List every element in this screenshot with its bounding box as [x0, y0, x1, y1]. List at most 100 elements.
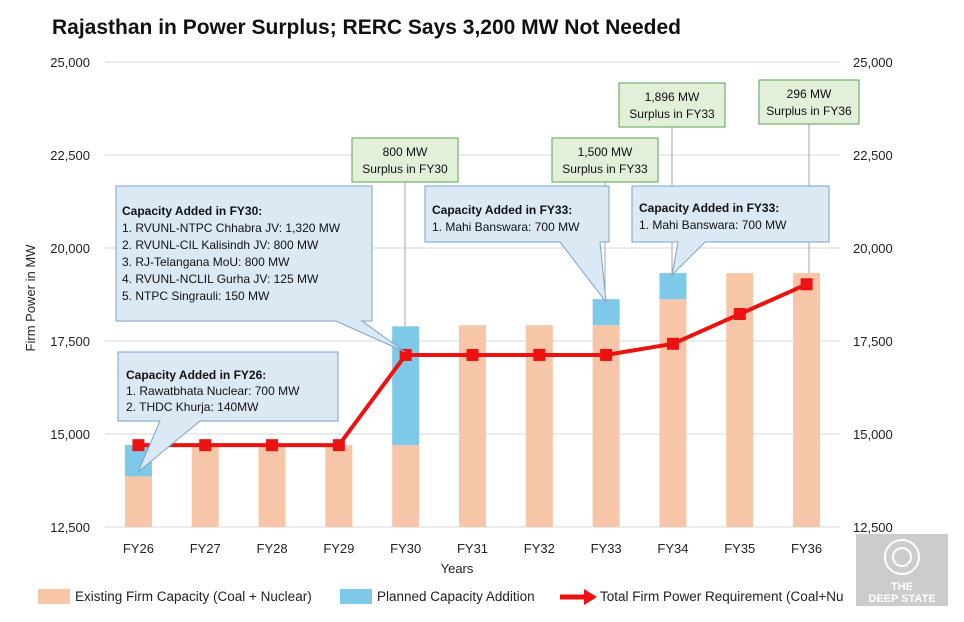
surplus-label-fy33-value: 1,500 MW [578, 145, 633, 159]
surplus-label-fy34: 1,896 MW Surplus in FY33 [618, 82, 726, 128]
requirement-point-fy36 [800, 278, 813, 291]
y-tick-label: 12,500 [50, 520, 90, 535]
callout-fy34-line: 1. Mahi Banswara: 700 MW [639, 218, 787, 232]
x-axis: FY26 FY27 FY28 FY29 FY30 FY31 FY32 FY33 FY34 FY35… [123, 541, 822, 556]
legend: Existing Firm Capacity (Coal + Nuclear) … [38, 589, 843, 605]
callout-fy30-line: 2. RVUNL-CIL Kalisindh JV: 800 MW [122, 238, 319, 252]
bar-existing-fy34 [659, 299, 687, 527]
legend-arrow-icon [584, 589, 597, 605]
x-tick-label: FY31 [457, 541, 488, 556]
x-tick-label: FY30 [390, 541, 421, 556]
callout-fy26-heading: Capacity Added in FY26: [126, 368, 266, 382]
callout-fy33-line: 1. Mahi Banswara: 700 MW [432, 220, 580, 234]
surplus-label-fy33-box [551, 137, 659, 183]
requirement-point-fy33 [600, 348, 613, 361]
bar-existing-fy27 [191, 445, 219, 527]
left-y-axis: 12,500 15,000 17,500 20,000 22,500 25,000 [50, 55, 90, 535]
surplus-label-fy36-value: 296 MW [787, 87, 832, 101]
bar-existing-fy28 [258, 445, 286, 527]
y-tick-label: 25,000 [50, 55, 90, 70]
callout-fy26: Capacity Added in FY26: 1. Rawatbhata Nu… [117, 351, 339, 473]
bar-existing-fy30 [392, 445, 420, 527]
surplus-label-fy33: 1,500 MW Surplus in FY33 [551, 137, 659, 183]
surplus-label-fy34-box [618, 82, 726, 128]
watermark-emblem-inner-icon [892, 547, 912, 567]
requirement-point-fy29 [332, 439, 345, 452]
callout-fy30-line: 4. RVUNL-NCLIL Gurha JV: 125 MW [122, 272, 319, 286]
callout-fy33: Capacity Added in FY33: 1. Mahi Banswara… [424, 185, 610, 304]
surplus-label-fy34-caption: Surplus in FY33 [629, 107, 715, 121]
legend-label-existing: Existing Firm Capacity (Coal + Nuclear) [75, 589, 312, 604]
requirement-point-fy35 [733, 308, 746, 321]
legend-label-planned: Planned Capacity Addition [377, 589, 535, 604]
y-tick-label-right: 20,000 [853, 241, 893, 256]
right-y-axis: 12,500 15,000 17,500 20,000 22,500 25,000 [853, 55, 893, 535]
y-tick-label: 15,000 [50, 427, 90, 442]
surplus-label-fy33-caption: Surplus in FY33 [562, 162, 648, 176]
requirement-point-fy28 [266, 439, 279, 452]
callout-fy26-box [117, 351, 339, 473]
surplus-label-fy36-box [758, 79, 860, 125]
requirement-point-fy32 [533, 348, 546, 361]
x-tick-label: FY26 [123, 541, 154, 556]
y-tick-label: 17,500 [50, 334, 90, 349]
x-tick-label: FY28 [257, 541, 288, 556]
callout-fy34-heading: Capacity Added in FY33: [639, 201, 779, 215]
surplus-label-fy34-value: 1,896 MW [645, 90, 700, 104]
x-tick-label: FY29 [323, 541, 354, 556]
bar-existing-fy29 [325, 445, 353, 527]
y-tick-label-right: 17,500 [853, 334, 893, 349]
x-tick-label: FY35 [724, 541, 755, 556]
surplus-label-fy30-box [351, 137, 459, 183]
callout-fy26-line: 2. THDC Khurja: 140MW [126, 400, 259, 414]
watermark-line2: DEEP STATE [868, 593, 935, 605]
requirement-point-fy34 [666, 337, 679, 350]
legend-swatch-existing [38, 589, 70, 604]
requirement-line-series [132, 278, 813, 452]
callout-fy30-line: 5. NTPC Singrauli: 150 MW [122, 289, 270, 303]
x-tick-label: FY27 [190, 541, 221, 556]
watermark-emblem-icon [884, 539, 920, 575]
callout-fy30: Capacity Added in FY30: 1. RVUNL-NTPC Ch… [115, 185, 406, 353]
x-tick-label: FY36 [791, 541, 822, 556]
callout-fy30-heading: Capacity Added in FY30: [122, 204, 262, 218]
chart-title: Rajasthan in Power Surplus; RERC Says 3,… [52, 16, 681, 39]
y-tick-label-right: 25,000 [853, 55, 893, 70]
legend-swatch-planned [340, 589, 372, 604]
bar-existing-fy36 [793, 273, 821, 527]
bar-planned-fy34 [659, 273, 687, 300]
callout-fy33-heading: Capacity Added in FY33: [432, 203, 572, 217]
callout-fy30-line: 1. RVUNL-NTPC Chhabra JV: 1,320 MW [122, 221, 341, 235]
surplus-label-fy30-caption: Surplus in FY30 [362, 162, 448, 176]
y-tick-label-right: 12,500 [853, 520, 893, 535]
bar-existing-fy26 [124, 476, 152, 527]
bar-planned-fy33 [592, 299, 620, 326]
x-axis-label: Years [441, 561, 474, 576]
callout-fy30-box [115, 185, 406, 353]
requirement-point-fy30 [399, 348, 412, 361]
y-axis-label: Firm Power in MW [23, 244, 38, 352]
callout-fy33-box [424, 185, 610, 304]
surplus-label-fy30-value: 800 MW [383, 145, 428, 159]
bar-planned-fy30 [392, 326, 420, 446]
callout-fy34-box [631, 185, 830, 277]
y-tick-label-right: 15,000 [853, 427, 893, 442]
surplus-label-fy30: 800 MW Surplus in FY30 [351, 137, 459, 183]
x-tick-label: FY33 [591, 541, 622, 556]
callout-fy30-line: 3. RJ-Telangana MoU: 800 MW [122, 255, 290, 269]
callout-fy34: Capacity Added in FY33: 1. Mahi Banswara… [631, 185, 830, 277]
requirement-point-fy27 [199, 439, 212, 452]
y-tick-label: 20,000 [50, 241, 90, 256]
y-tick-label: 22,500 [50, 148, 90, 163]
x-tick-label: FY32 [524, 541, 555, 556]
callout-fy26-line: 1. Rawatbhata Nuclear: 700 MW [126, 384, 300, 398]
bar-series [124, 273, 821, 527]
watermark-background [856, 534, 948, 606]
requirement-point-fy31 [466, 348, 479, 361]
surplus-label-fy36: 296 MW Surplus in FY36 [758, 79, 860, 125]
watermark-logo: THE DEEP STATE [856, 534, 948, 606]
legend-label-requirement: Total Firm Power Requirement (Coal+Nu [600, 589, 843, 604]
surplus-label-fy36-caption: Surplus in FY36 [766, 104, 852, 118]
watermark-line1: THE [891, 581, 913, 593]
